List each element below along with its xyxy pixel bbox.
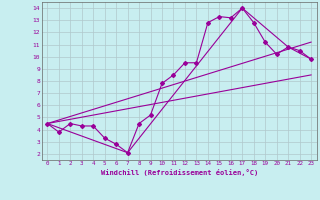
X-axis label: Windchill (Refroidissement éolien,°C): Windchill (Refroidissement éolien,°C) <box>100 169 258 176</box>
